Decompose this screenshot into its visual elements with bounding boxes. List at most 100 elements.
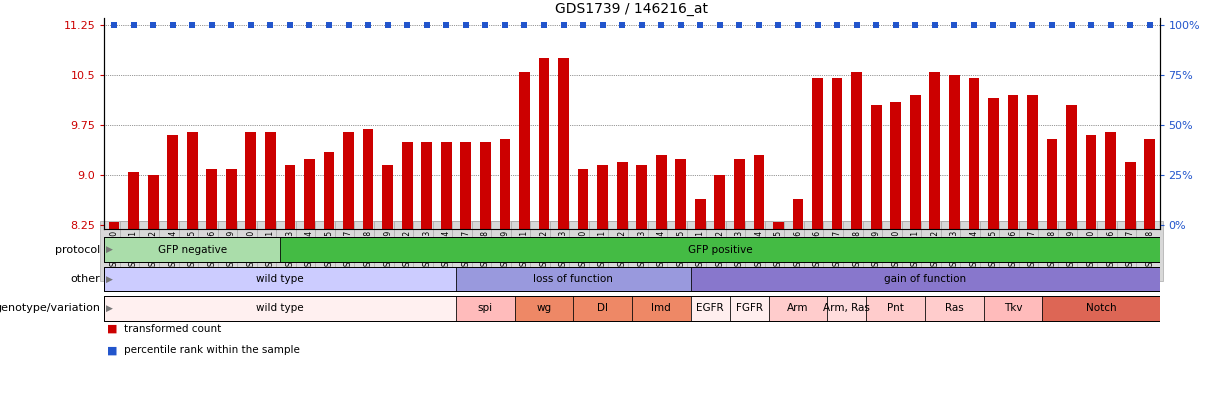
Bar <box>988 98 999 229</box>
Bar <box>871 105 881 229</box>
Point <box>750 22 769 28</box>
Point <box>671 22 691 28</box>
Point <box>417 22 437 28</box>
Bar <box>1007 95 1018 229</box>
Point <box>553 22 573 28</box>
Bar <box>480 142 491 229</box>
Point <box>593 22 612 28</box>
Bar <box>147 175 158 229</box>
Point <box>1101 22 1120 28</box>
Point <box>925 22 945 28</box>
Bar <box>456 266 691 292</box>
Bar <box>1066 105 1077 229</box>
Bar <box>129 172 139 229</box>
Text: wild type: wild type <box>256 303 304 313</box>
Point <box>514 22 534 28</box>
Text: ■: ■ <box>107 324 118 334</box>
Text: EGFR: EGFR <box>696 303 724 313</box>
Bar <box>285 165 296 229</box>
Point <box>339 22 358 28</box>
Bar <box>519 72 530 229</box>
Bar <box>891 102 901 229</box>
Bar <box>632 296 691 321</box>
Point <box>183 22 202 28</box>
Text: spi: spi <box>477 303 493 313</box>
Point <box>945 22 964 28</box>
Point <box>886 22 906 28</box>
Bar <box>968 79 979 229</box>
Bar <box>499 139 510 229</box>
Bar <box>812 79 823 229</box>
Bar <box>984 296 1042 321</box>
Point <box>456 22 476 28</box>
Point <box>319 22 339 28</box>
Point <box>612 22 632 28</box>
Bar <box>1145 139 1155 229</box>
Bar <box>104 296 456 321</box>
Point <box>299 22 319 28</box>
Bar <box>773 222 784 229</box>
Text: Dl: Dl <box>598 303 609 313</box>
Point <box>494 22 514 28</box>
Text: ▶: ▶ <box>106 304 113 313</box>
Bar <box>910 95 920 229</box>
Text: GFP negative: GFP negative <box>157 245 227 255</box>
Bar <box>401 142 412 229</box>
Text: Ras: Ras <box>945 303 963 313</box>
Point <box>534 22 553 28</box>
Bar <box>1047 139 1058 229</box>
Title: GDS1739 / 146216_at: GDS1739 / 146216_at <box>556 2 708 16</box>
Point <box>964 22 984 28</box>
Point <box>847 22 866 28</box>
Bar <box>832 79 843 229</box>
Point <box>378 22 398 28</box>
Bar <box>265 132 276 229</box>
Point <box>710 22 730 28</box>
Point <box>691 22 710 28</box>
Bar <box>793 199 804 229</box>
Bar <box>324 152 335 229</box>
Bar <box>539 58 550 229</box>
Text: gain of function: gain of function <box>883 274 966 284</box>
Bar <box>383 165 393 229</box>
Point <box>437 22 456 28</box>
Point <box>866 22 886 28</box>
Point <box>358 22 378 28</box>
Text: Notch: Notch <box>1086 303 1117 313</box>
Point <box>652 22 671 28</box>
Bar <box>206 168 217 229</box>
Bar <box>691 266 1160 292</box>
Text: Tkv: Tkv <box>1004 303 1022 313</box>
Bar <box>109 222 119 229</box>
Bar <box>656 155 666 229</box>
Bar <box>925 296 984 321</box>
Point <box>788 22 807 28</box>
Text: genotype/variation: genotype/variation <box>0 303 101 313</box>
Text: wild type: wild type <box>256 274 304 284</box>
Bar <box>558 58 569 229</box>
Point <box>730 22 750 28</box>
Point <box>807 22 827 28</box>
Bar <box>694 199 706 229</box>
Text: ■: ■ <box>107 345 118 355</box>
Bar <box>1027 95 1038 229</box>
Point <box>144 22 163 28</box>
Bar <box>514 296 573 321</box>
Point <box>632 22 652 28</box>
Text: wg: wg <box>536 303 551 313</box>
Bar <box>1042 296 1160 321</box>
Point <box>163 22 183 28</box>
Bar <box>768 296 827 321</box>
Bar <box>104 266 456 292</box>
Bar <box>245 132 256 229</box>
Bar <box>1086 135 1097 229</box>
Point <box>202 22 222 28</box>
Bar <box>866 296 925 321</box>
Point <box>104 22 124 28</box>
Point <box>280 22 299 28</box>
Text: loss of function: loss of function <box>534 274 614 284</box>
Point <box>573 22 593 28</box>
Point <box>768 22 788 28</box>
Point <box>1120 22 1140 28</box>
Text: protocol: protocol <box>55 245 101 255</box>
